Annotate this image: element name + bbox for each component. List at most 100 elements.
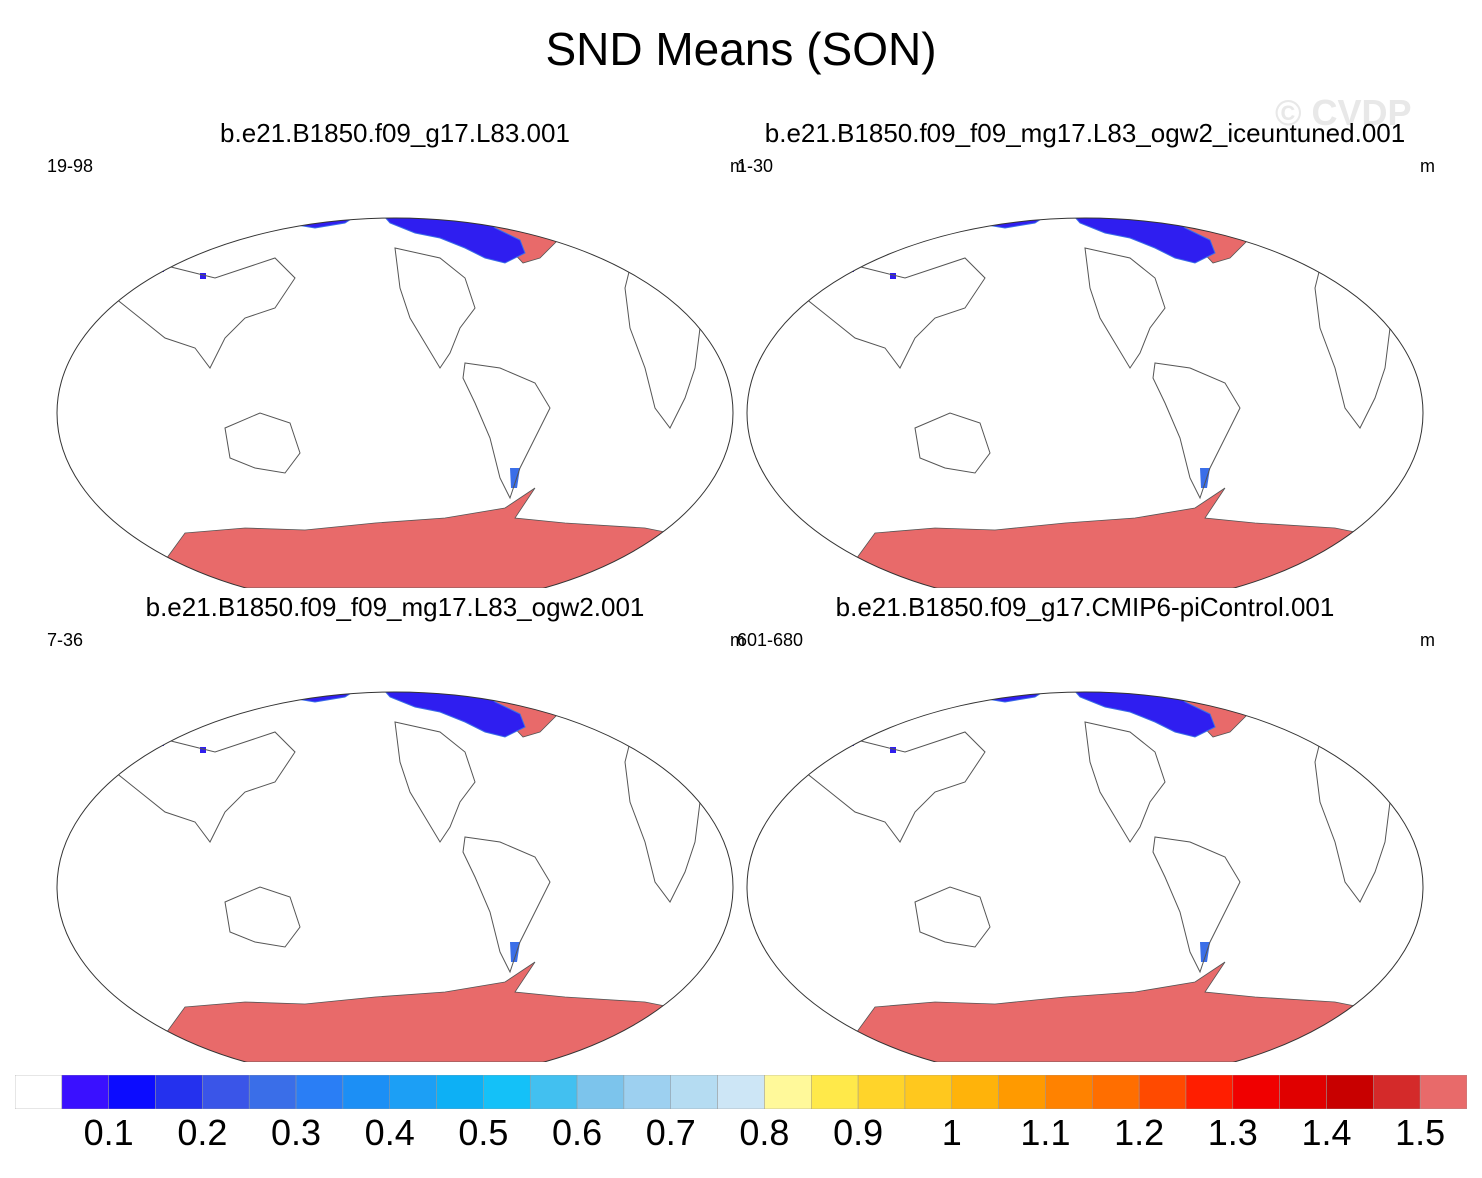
panel-years: 601-680 <box>737 630 804 650</box>
colorbar-tick-label: 0.7 <box>645 1112 696 1153</box>
eurasia-snow <box>864 218 1056 233</box>
map-border <box>746 217 1424 588</box>
africa-outline <box>1314 721 1391 903</box>
map-content <box>104 186 733 588</box>
colorbar-tick-label: 0.6 <box>552 1112 603 1153</box>
panel-units: m <box>730 630 745 650</box>
map-border <box>56 691 734 1062</box>
central-asia-snow <box>155 737 164 746</box>
map-border <box>746 691 1424 1062</box>
central-asia-snow <box>845 263 854 272</box>
eurasia-snow <box>864 692 1056 707</box>
colorbar-tick-label: 0.1 <box>83 1112 134 1153</box>
colorbar-tick-label: 0.9 <box>833 1112 884 1153</box>
map-plot <box>56 186 734 588</box>
south-america-outline <box>1152 836 1241 974</box>
australia-outline <box>914 886 991 948</box>
arctic-archipelago-snow <box>435 190 485 216</box>
panel-years: 19-98 <box>47 156 94 176</box>
colorbar-tick-label: 0.2 <box>177 1112 228 1153</box>
colorbar-swatch <box>764 1075 812 1109</box>
north-america-snow <box>368 218 526 264</box>
asia-outline <box>104 257 296 369</box>
colorbar-swatch <box>1326 1075 1374 1109</box>
patagonia-snow <box>510 468 520 488</box>
map-plot <box>746 186 1424 588</box>
north-america-outline <box>1084 721 1166 843</box>
map-plot <box>56 660 734 1062</box>
colorbar-swatch <box>436 1075 484 1109</box>
map-panel-2: b.e21.B1850.f09_f09_mg17.L83_ogw2_iceunt… <box>735 118 1435 588</box>
map-border <box>56 217 734 588</box>
south-america-outline <box>1152 362 1241 500</box>
colorbar-swatch <box>389 1075 437 1109</box>
colorbar-tick-label: 1.4 <box>1301 1112 1352 1153</box>
panel-years: 7-36 <box>47 630 84 650</box>
colorbar-swatch <box>15 1075 63 1109</box>
colorbar-swatch <box>951 1075 999 1109</box>
central-asia-snow <box>845 737 854 746</box>
patagonia-snow <box>510 942 520 962</box>
tibet-snow <box>200 273 206 279</box>
colorbar-swatch <box>1232 1075 1280 1109</box>
colorbar-swatch <box>1045 1075 1093 1109</box>
panel-years: 1-30 <box>737 156 774 176</box>
map-panel-4: b.e21.B1850.f09_g17.CMIP6-piControl.001 … <box>735 592 1435 1062</box>
panel-title: b.e21.B1850.f09_g17.CMIP6-piControl.001 <box>835 592 1335 622</box>
colorbar-tick-label: 0.4 <box>364 1112 415 1153</box>
colorbar-swatch <box>670 1075 718 1109</box>
colorbar-tick-label: 0.3 <box>271 1112 322 1153</box>
asia-outline <box>794 731 986 843</box>
colorbar-swatch <box>857 1075 906 1109</box>
north-america-snow <box>1058 218 1216 264</box>
north-america-snow <box>1058 692 1216 738</box>
scandinavia-snow <box>1280 660 1288 674</box>
colorbar <box>15 1075 1467 1109</box>
map-content <box>794 660 1423 1062</box>
africa-outline <box>624 721 701 903</box>
map-content <box>104 660 733 1062</box>
north-america-snow <box>368 692 526 738</box>
asia-outline <box>794 257 986 369</box>
colorbar-swatch <box>717 1075 765 1109</box>
arctic-archipelago-snow <box>1125 664 1175 690</box>
australia-outline <box>224 412 301 474</box>
patagonia-snow <box>1200 468 1210 488</box>
watermark: © CVDP <box>1275 92 1412 133</box>
antarctica-region <box>144 487 733 588</box>
colorbar-swatch <box>904 1075 953 1109</box>
arctic-archipelago-snow <box>435 664 485 690</box>
eurasia-snow <box>174 692 366 707</box>
colorbar-swatch <box>202 1075 250 1109</box>
panel-units: m <box>730 156 745 176</box>
colorbar-swatch <box>342 1075 390 1109</box>
colorbar-swatch <box>248 1075 297 1109</box>
africa-outline <box>1314 247 1391 429</box>
antarctica-region <box>834 961 1423 1062</box>
scandinavia-snow <box>590 186 598 200</box>
colorbar-swatch <box>1138 1075 1187 1109</box>
colorbar-swatch <box>108 1075 156 1109</box>
colorbar-tick-label: 0.8 <box>739 1112 790 1153</box>
colorbar-swatch <box>1185 1075 1234 1109</box>
eurasia-snow <box>174 218 366 233</box>
figure-title: SND Means (SON) <box>545 23 937 75</box>
scandinavia-snow <box>1280 186 1288 200</box>
colorbar-swatch <box>1419 1075 1467 1109</box>
south-america-outline <box>462 362 551 500</box>
map-plot <box>746 660 1424 1062</box>
colorbar-swatch <box>623 1075 671 1109</box>
panel-title: b.e21.B1850.f09_f09_mg17.L83_ogw2.001 <box>145 592 645 622</box>
asia-outline <box>104 731 296 843</box>
colorbar-tick-label: 1 <box>941 1112 962 1153</box>
panel-title: b.e21.B1850.f09_f09_mg17.L83_ogw2_iceunt… <box>764 118 1406 148</box>
panel-title: b.e21.B1850.f09_g17.L83.001 <box>220 118 570 148</box>
arctic-archipelago-snow <box>1125 190 1175 216</box>
tibet-snow <box>200 747 206 753</box>
colorbar-swatch <box>576 1075 625 1109</box>
tibet-snow <box>890 747 896 753</box>
colorbar-tick-label: 1.5 <box>1395 1112 1446 1153</box>
scandinavia-snow <box>590 660 598 674</box>
colorbar-tick-label: 1.3 <box>1207 1112 1258 1153</box>
africa-outline <box>624 247 701 429</box>
